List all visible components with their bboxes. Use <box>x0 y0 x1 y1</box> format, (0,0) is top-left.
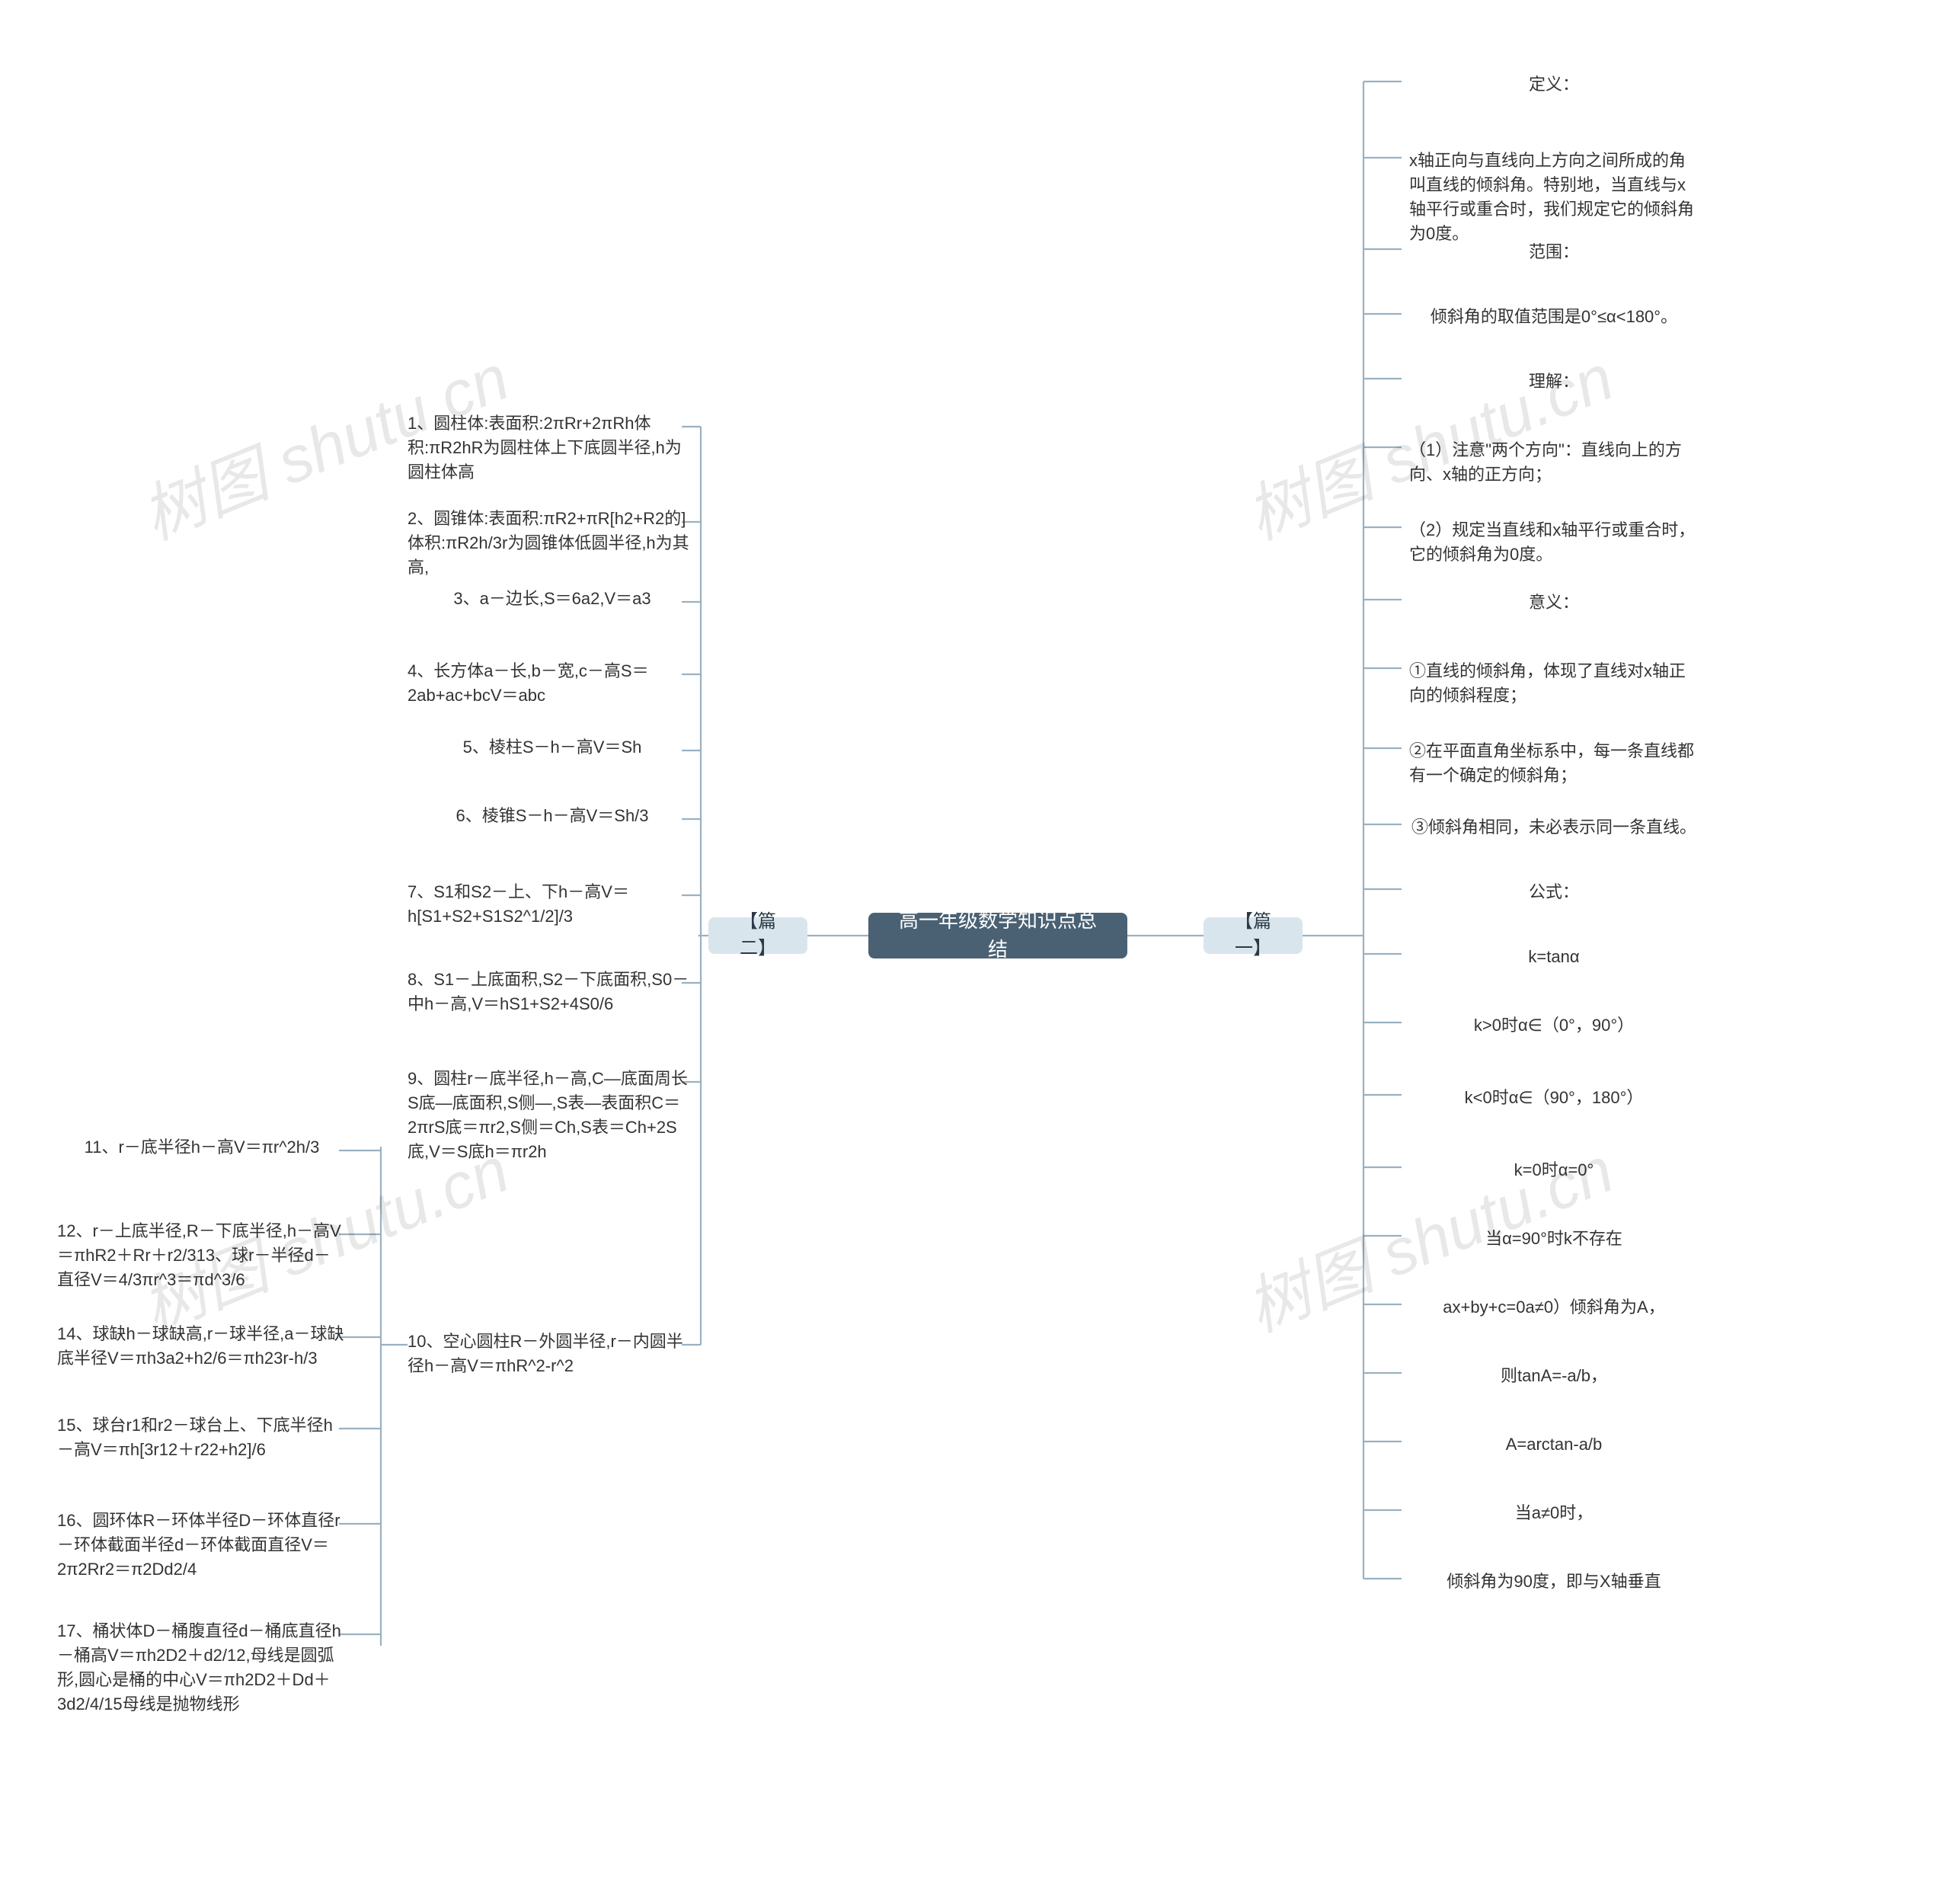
right-leaf: 意义： <box>1409 590 1699 615</box>
right-leaf: k=tanα <box>1409 945 1699 969</box>
left-leaf: 7、S1和S2－上、下h－高V＝h[S1+S2+S1S2^1/2]/3 <box>408 880 697 929</box>
right-leaf: ①直线的倾斜角，体现了直线对x轴正向的倾斜程度； <box>1409 659 1699 708</box>
left-leaf: 10、空心圆柱R－外圆半径,r－内圆半径h－高V＝πhR^2-r^2 <box>408 1330 697 1378</box>
right-leaf: k=0时α=0° <box>1409 1158 1699 1182</box>
right-leaf: 定义： <box>1409 72 1699 97</box>
right-leaf: （1）注意"两个方向"：直线向上的方向、x轴的正方向； <box>1409 438 1699 487</box>
left-leaf: 1、圆柱体:表面积:2πRr+2πRh体积:πR2hR为圆柱体上下底圆半径,h为… <box>408 411 697 485</box>
left-sub-leaf: 17、桶状体D－桶腹直径d－桶底直径h－桶高V＝πh2D2＋d2/12,母线是圆… <box>57 1619 347 1717</box>
branch-right: 【篇一】 <box>1204 917 1303 954</box>
right-leaf: ③倾斜角相同，未必表示同一条直线。 <box>1409 815 1699 840</box>
right-leaf: 倾斜角的取值范围是0°≤α<180°。 <box>1409 305 1699 329</box>
left-leaf: 2、圆锥体:表面积:πR2+πR[h2+R2的]体积:πR2h/3r为圆锥体低圆… <box>408 507 697 580</box>
left-sub-leaf: 14、球缺h－球缺高,r－球半径,a－球缺底半径V＝πh3a2+h2/6＝πh2… <box>57 1322 347 1371</box>
right-leaf: 理解： <box>1409 370 1699 394</box>
right-leaf: 当α=90°时k不存在 <box>1409 1227 1699 1251</box>
right-leaf: k>0时α∈（0°，90°） <box>1409 1013 1699 1038</box>
right-leaf: ②在平面直角坐标系中，每一条直线都有一个确定的倾斜角； <box>1409 739 1699 788</box>
right-leaf: x轴正向与直线向上方向之间所成的角叫直线的倾斜角。特别地，当直线与x轴平行或重合… <box>1409 149 1699 246</box>
right-leaf: 倾斜角为90度，即与X轴垂直 <box>1409 1570 1699 1594</box>
right-leaf: （2）规定当直线和x轴平行或重合时，它的倾斜角为0度。 <box>1409 518 1699 567</box>
left-leaf: 5、棱柱S－h－高V＝Sh <box>408 735 697 760</box>
left-leaf: 9、圆柱r－底半径,h－高,C—底面周长S底—底面积,S侧—,S表—表面积C＝2… <box>408 1067 697 1164</box>
left-sub-leaf: 15、球台r1和r2－球台上、下底半径h－高V＝πh[3r12＋r22+h2]/… <box>57 1413 347 1462</box>
right-leaf: 公式： <box>1409 880 1699 904</box>
left-sub-leaf: 16、圆环体R－环体半径D－环体直径r－环体截面半径d－环体截面直径V＝2π2R… <box>57 1509 347 1582</box>
left-leaf: 4、长方体a－长,b－宽,c－高S＝2ab+ac+bcV＝abc <box>408 659 697 708</box>
right-leaf: ax+by+c=0a≠0）倾斜角为A， <box>1409 1295 1699 1320</box>
left-leaf: 8、S1－上底面积,S2－下底面积,S0－中h－高,V＝hS1+S2+4S0/6 <box>408 968 697 1016</box>
left-sub-leaf: 12、r－上底半径,R－下底半径,h－高V＝πhR2＋Rr＋r2/313、球r－… <box>57 1219 347 1292</box>
right-leaf: k<0时α∈（90°，180°） <box>1409 1086 1699 1110</box>
left-leaf: 6、棱锥S－h－高V＝Sh/3 <box>408 804 697 828</box>
left-leaf: 3、a－边长,S＝6a2,V＝a3 <box>408 587 697 611</box>
root-node: 高一年级数学知识点总结 <box>868 913 1127 958</box>
right-leaf: 当a≠0时， <box>1409 1501 1699 1525</box>
right-leaf: A=arctan-a/b <box>1409 1432 1699 1457</box>
right-leaf: 范围： <box>1409 240 1699 264</box>
left-sub-leaf: 11、r－底半径h－高V＝πr^2h/3 <box>57 1135 347 1160</box>
branch-left: 【篇二】 <box>708 917 807 954</box>
right-leaf: 则tanA=-a/b， <box>1409 1364 1699 1388</box>
